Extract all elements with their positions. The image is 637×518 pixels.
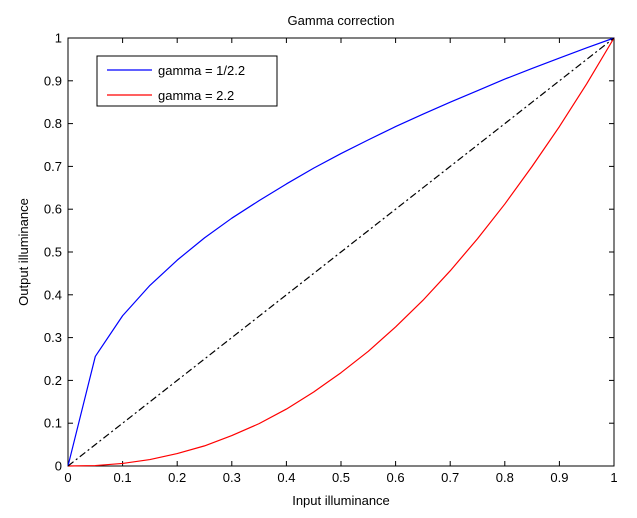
y-tick-label: 0.7 bbox=[44, 159, 62, 174]
x-tick-label: 0.6 bbox=[387, 470, 405, 485]
y-tick-label: 1 bbox=[55, 31, 62, 46]
x-tick-label: 0.1 bbox=[114, 470, 132, 485]
x-tick-label: 0.8 bbox=[496, 470, 514, 485]
legend-label-gamma: gamma = 2.2 bbox=[158, 88, 234, 103]
x-axis-label: Input illuminance bbox=[292, 493, 390, 508]
x-tick-label: 0.3 bbox=[223, 470, 241, 485]
y-tick-label: 0.9 bbox=[44, 73, 62, 88]
y-axis-label: Output illuminance bbox=[16, 198, 31, 306]
legend: gamma = 1/2.2 gamma = 2.2 bbox=[96, 55, 278, 107]
y-tick-label: 0 bbox=[55, 459, 62, 474]
legend-box bbox=[96, 55, 278, 107]
y-tick-label: 0.8 bbox=[44, 116, 62, 131]
x-tick-label: 0.4 bbox=[277, 470, 295, 485]
x-tick-label: 0.9 bbox=[550, 470, 568, 485]
series-line-gamma bbox=[67, 37, 615, 467]
x-tick-label: 0 bbox=[64, 470, 71, 485]
x-tick-label: 0.2 bbox=[168, 470, 186, 485]
series-layer bbox=[67, 37, 615, 467]
chart-title: Gamma correction bbox=[288, 13, 395, 28]
y-tick-label: 0.1 bbox=[44, 416, 62, 431]
series-line-gamma-inverse bbox=[67, 37, 615, 467]
x-tick-label: 0.7 bbox=[441, 470, 459, 485]
y-axis-ticks: 0 0.1 0.2 0.3 0.4 0.5 0.6 0.7 0.8 0.9 1 bbox=[44, 31, 614, 474]
y-tick-label: 0.2 bbox=[44, 373, 62, 388]
y-tick-label: 0.4 bbox=[44, 287, 62, 302]
x-tick-label: 1 bbox=[610, 470, 617, 485]
y-tick-label: 0.5 bbox=[44, 245, 62, 260]
x-tick-label: 0.5 bbox=[332, 470, 350, 485]
y-tick-label: 0.3 bbox=[44, 330, 62, 345]
y-tick-label: 0.6 bbox=[44, 202, 62, 217]
x-axis-ticks: 0 0.1 0.2 0.3 0.4 0.5 0.6 0.7 0.8 0.9 1 bbox=[64, 38, 618, 485]
legend-label-gamma-inverse: gamma = 1/2.2 bbox=[158, 63, 245, 78]
series-line-identity bbox=[67, 37, 615, 467]
